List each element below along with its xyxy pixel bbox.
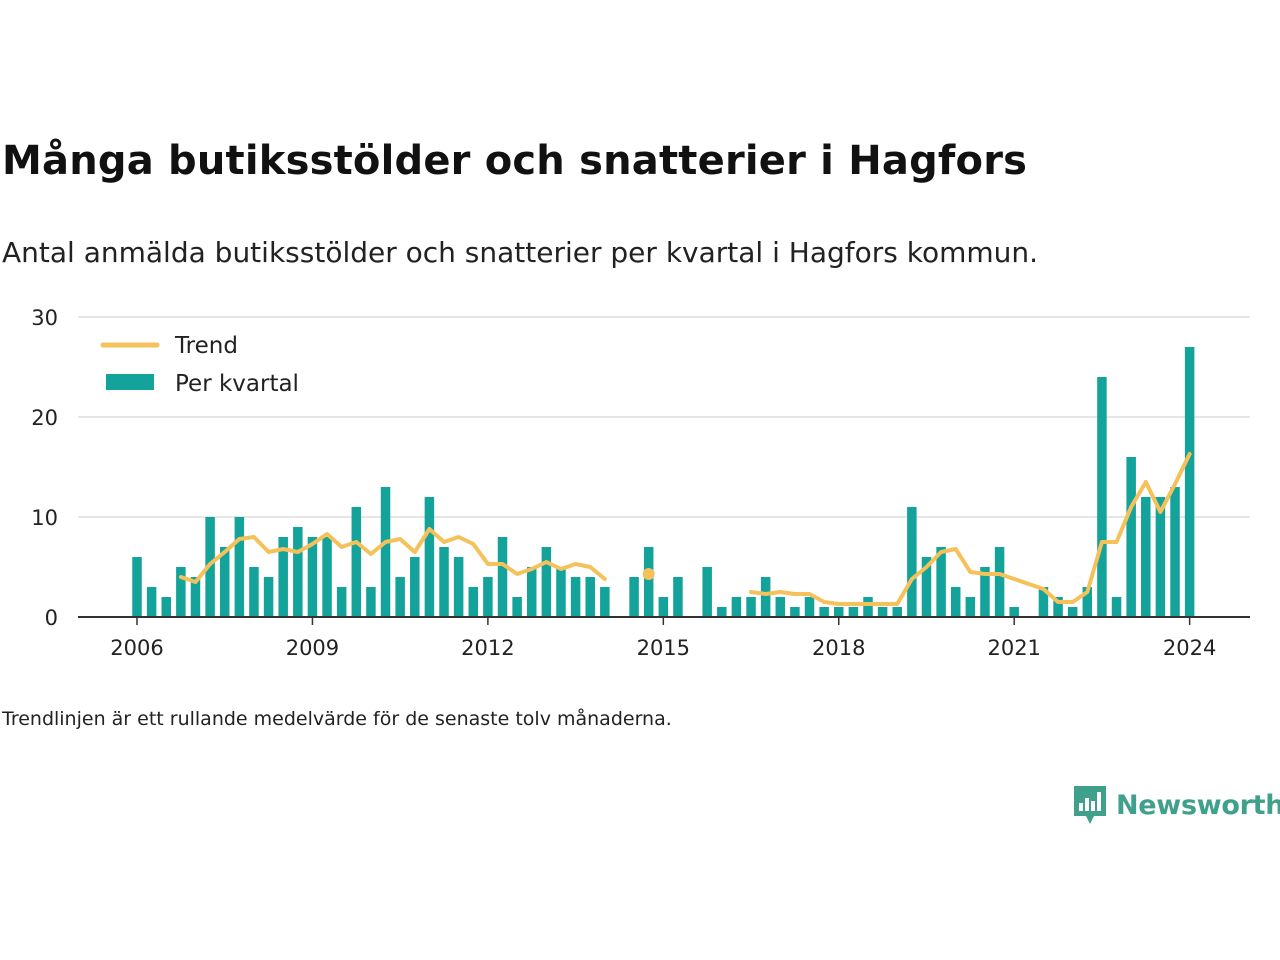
legend-bar-swatch xyxy=(106,374,154,390)
bar xyxy=(190,577,201,617)
bar xyxy=(541,547,552,617)
bar xyxy=(1053,597,1063,617)
chart-title: Många butiksstölder och snatterier i Hag… xyxy=(2,138,1028,184)
bar xyxy=(278,537,288,617)
newsworthy-logo-icon xyxy=(1074,786,1106,824)
bar xyxy=(1111,597,1122,617)
bar xyxy=(380,487,391,617)
bar xyxy=(322,537,332,617)
x-tick-label: 2015 xyxy=(637,636,690,660)
x-tick-label: 2021 xyxy=(987,636,1040,660)
bar xyxy=(161,597,171,617)
bar xyxy=(146,587,157,617)
bar xyxy=(994,547,1005,617)
bar xyxy=(936,547,946,617)
bar xyxy=(950,587,961,617)
legend-bar-label: Per kvartal xyxy=(175,371,299,397)
bar xyxy=(804,597,815,617)
bar xyxy=(921,557,932,617)
bar xyxy=(570,577,581,617)
bar xyxy=(263,577,274,617)
x-tick-label: 2006 xyxy=(110,636,163,660)
x-tick-label: 2024 xyxy=(1163,636,1216,660)
x-tick-label: 2018 xyxy=(812,636,865,660)
bar xyxy=(600,587,610,617)
y-tick-label: 20 xyxy=(31,406,58,430)
bar xyxy=(658,597,669,617)
y-tick-label: 30 xyxy=(31,306,58,330)
bar xyxy=(1170,487,1180,617)
bar xyxy=(556,567,566,617)
bar xyxy=(892,607,902,617)
bar xyxy=(717,607,727,617)
bar xyxy=(1141,497,1151,617)
bar xyxy=(219,547,230,617)
bar xyxy=(760,577,771,617)
bar xyxy=(424,497,435,617)
bar xyxy=(512,597,522,617)
bar xyxy=(410,557,420,617)
y-tick-label: 10 xyxy=(31,506,58,530)
bar xyxy=(1126,457,1136,617)
bar xyxy=(863,597,873,617)
bar xyxy=(819,607,829,617)
legend: Trend Per kvartal xyxy=(100,333,299,397)
y-tick-label: 0 xyxy=(45,606,58,630)
bar xyxy=(293,527,303,617)
trend-series xyxy=(178,452,1192,606)
bar xyxy=(585,577,595,617)
chart-subtitle: Antal anmälda butiksstölder och snatteri… xyxy=(2,236,1039,269)
bar xyxy=(1097,377,1107,617)
bar xyxy=(1184,347,1195,617)
bar xyxy=(468,587,479,617)
brand: Newsworthy xyxy=(1072,784,1280,826)
bar xyxy=(439,547,449,617)
bar xyxy=(1155,497,1166,617)
bar xyxy=(1082,587,1093,617)
bar xyxy=(848,607,859,617)
bar xyxy=(483,577,493,617)
bar xyxy=(834,607,844,617)
bar xyxy=(234,517,245,617)
bar xyxy=(877,607,888,617)
bar xyxy=(673,577,683,617)
bar-series xyxy=(132,347,1195,617)
footnote: Trendlinjen är ett rullande medelvärde f… xyxy=(2,708,672,730)
bar xyxy=(775,597,786,617)
bar xyxy=(965,597,976,617)
x-tick-label: 2009 xyxy=(286,636,339,660)
bar xyxy=(643,547,654,617)
bar xyxy=(249,567,259,617)
x-tick-label: 2012 xyxy=(461,636,514,660)
bar xyxy=(1038,587,1049,617)
bar xyxy=(395,577,405,617)
bar xyxy=(746,597,756,617)
brand-name: Newsworthy xyxy=(1116,789,1280,821)
legend-trend-label: Trend xyxy=(174,333,238,359)
bar xyxy=(702,567,712,617)
bar xyxy=(176,567,186,617)
bar xyxy=(629,577,639,617)
bar xyxy=(453,557,464,617)
bar xyxy=(790,607,800,617)
bar xyxy=(497,537,508,617)
bar xyxy=(980,567,990,617)
trend-point xyxy=(642,568,655,580)
grid xyxy=(78,316,1250,518)
bar xyxy=(351,507,362,617)
bar xyxy=(132,557,142,617)
bar xyxy=(731,597,742,617)
trend-line xyxy=(178,527,607,584)
axes: 0 10 20 30 2006 2009 2012 2015 2018 2021 2024 xyxy=(31,306,1250,660)
bar xyxy=(1067,607,1078,617)
chart: 0 10 20 30 2006 2009 2012 2015 2018 2021 2024 Tren… xyxy=(31,306,1250,660)
trend-line xyxy=(749,452,1192,606)
bar xyxy=(307,537,318,617)
bar xyxy=(366,587,376,617)
bar xyxy=(1009,607,1019,617)
bar xyxy=(336,587,347,617)
bar xyxy=(526,567,537,617)
bar xyxy=(907,507,917,617)
